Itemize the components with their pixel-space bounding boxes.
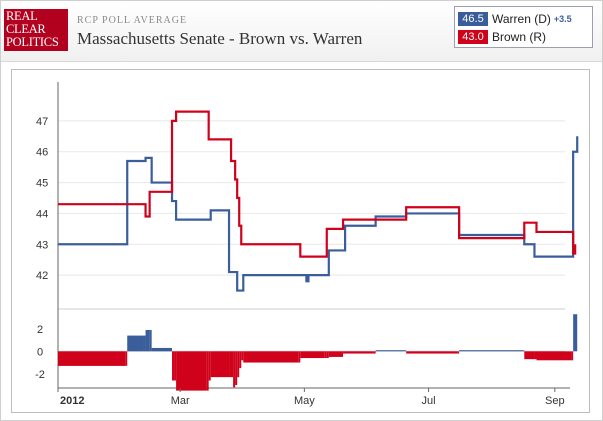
spread-bar	[127, 335, 144, 352]
spread-bar	[522, 350, 525, 352]
spread-bar	[324, 351, 327, 359]
logo-line-3: POLITICS	[6, 35, 59, 49]
spread-bar	[233, 351, 236, 388]
warren-label: Warren (D)	[492, 12, 551, 26]
spread-bar	[227, 351, 230, 378]
spread-tick-label: -2	[35, 369, 45, 381]
y-tick-label: 46	[36, 147, 48, 159]
chart-svg: 42 43 44 45 46 47 2 0 -2 2012 Mar May Jul Sep	[35, 82, 579, 407]
spread-bar	[573, 314, 578, 352]
spread-bar	[300, 351, 325, 359]
spread-bar	[341, 351, 344, 357]
spread-bar	[328, 351, 342, 357]
spread-bar	[169, 347, 173, 352]
spread-bar	[524, 351, 535, 360]
spread-bar	[343, 351, 374, 354]
series-line-brown	[58, 110, 577, 258]
spread-bar	[459, 350, 523, 352]
widget-header: REAL CLEAR POLITICS RCP POLL AVERAGE Mas…	[1, 1, 602, 62]
spread-bar	[210, 351, 227, 378]
x-tick-label: 2012	[60, 395, 84, 407]
brown-label: Brown (R)	[492, 30, 547, 44]
rcp-logo[interactable]: REAL CLEAR POLITICS	[4, 9, 68, 51]
spread-bar	[235, 351, 238, 385]
spread-bar	[298, 351, 301, 363]
spread-bar	[406, 351, 458, 354]
spread-bar	[237, 351, 240, 378]
y-tick-label: 44	[36, 208, 48, 220]
spread-bar	[172, 351, 175, 381]
chart-area: 42 43 44 45 46 47 2 0 -2 2012 Mar May Jul Sep	[11, 69, 590, 413]
legend-brown[interactable]: 43.0 Brown (R)	[458, 30, 546, 44]
y-tick-label: 47	[36, 116, 48, 128]
y-tick-label: 42	[36, 270, 48, 282]
spread-bar	[174, 351, 177, 381]
spread-tick-label: 0	[37, 346, 43, 358]
spread-bar	[206, 351, 209, 391]
spread-bar	[536, 351, 572, 361]
logo-line-1: REAL	[6, 9, 38, 23]
spread-bar	[243, 351, 299, 363]
x-tick-label: Mar	[171, 395, 190, 407]
chart-title: Massachusetts Senate - Brown vs. Warren	[77, 29, 363, 48]
x-tick-label: Jul	[422, 395, 436, 407]
spread-bar	[239, 351, 242, 369]
logo-line-2: CLEAR	[6, 22, 46, 36]
spread-bar	[404, 350, 407, 352]
spread-bar	[457, 351, 460, 354]
spread-bar	[143, 335, 146, 352]
spread-bar	[58, 351, 126, 366]
spread-bar	[534, 351, 537, 360]
spread-bar	[229, 351, 234, 378]
spread-bar	[373, 351, 376, 354]
poll-kicker: RCP POLL AVERAGE	[77, 15, 188, 26]
spread-bar	[375, 350, 405, 352]
warren-spread: +3.5	[553, 14, 572, 24]
spread-bar	[326, 351, 329, 359]
x-tick-label: May	[294, 395, 315, 407]
spread-bar	[145, 329, 150, 352]
legend: 46.5 Warren (D) +3.5 43.0 Brown (R)	[454, 6, 593, 48]
brown-value-badge: 43.0	[458, 30, 488, 44]
spread-bar	[176, 351, 207, 391]
spread-bar	[241, 351, 244, 361]
spread-bar	[149, 329, 152, 352]
y-tick-label: 43	[36, 239, 48, 251]
warren-value-badge: 46.5	[458, 12, 488, 26]
y-tick-label: 45	[36, 178, 48, 190]
spread-bar	[208, 351, 211, 381]
spread-tick-label: 2	[37, 324, 43, 336]
x-tick-label: Sep	[545, 395, 565, 407]
legend-warren[interactable]: 46.5 Warren (D) +3.5	[458, 12, 572, 26]
spread-bar	[151, 347, 170, 352]
spread-bar	[571, 351, 574, 361]
spread-bar	[125, 351, 128, 366]
